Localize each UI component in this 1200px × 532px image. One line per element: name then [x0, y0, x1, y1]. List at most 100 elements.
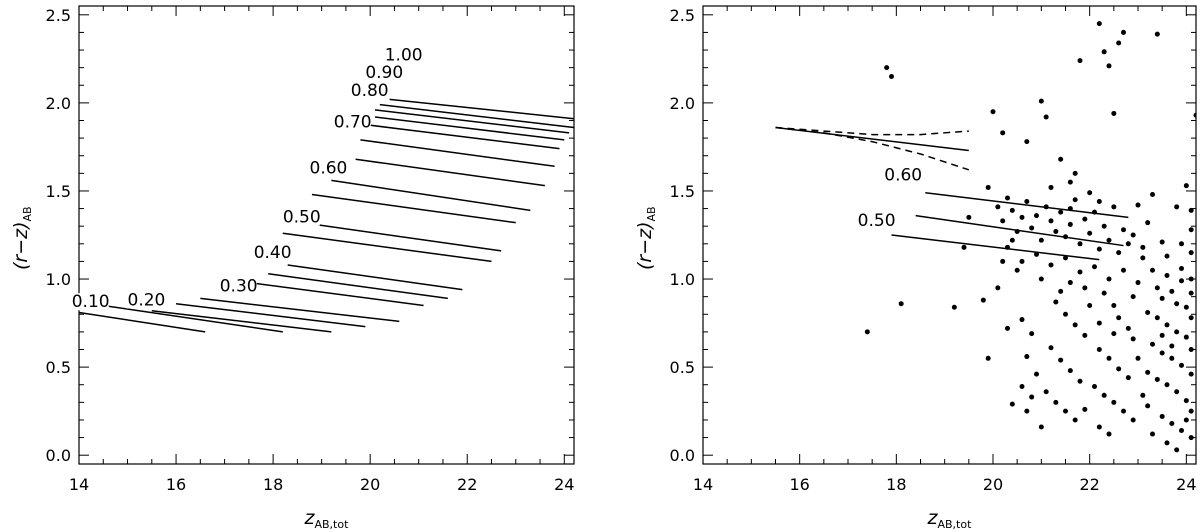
data-point — [1125, 375, 1131, 381]
data-point — [1024, 139, 1030, 145]
data-point — [1154, 285, 1160, 291]
data-point — [1116, 40, 1122, 46]
data-point — [1121, 267, 1126, 273]
data-point — [1188, 435, 1194, 441]
model-line — [331, 179, 531, 212]
data-point — [1188, 408, 1194, 414]
label-background — [126, 291, 165, 309]
label-background — [218, 277, 257, 295]
data-point — [1130, 336, 1136, 342]
data-point — [1077, 241, 1083, 247]
data-point — [1135, 202, 1141, 208]
model-line — [360, 123, 560, 150]
data-point — [1106, 431, 1112, 437]
data-point — [1077, 378, 1083, 384]
data-point — [1164, 322, 1170, 328]
data-point — [951, 304, 957, 310]
x-axis-label-main: z — [304, 507, 316, 529]
data-point — [1058, 156, 1064, 162]
data-point — [990, 109, 996, 115]
line-label: 0.50 — [858, 211, 896, 231]
data-point — [1063, 408, 1068, 414]
data-point — [1188, 347, 1194, 352]
data-point — [1077, 269, 1083, 275]
data-point — [1077, 58, 1083, 64]
data-point — [1058, 288, 1064, 294]
line-label: 0.20 — [128, 290, 166, 310]
data-point — [1116, 315, 1122, 321]
dashed-line — [775, 126, 969, 136]
data-point — [1169, 420, 1175, 426]
data-point — [1000, 258, 1006, 264]
y-tick-label: 2.5 — [670, 6, 695, 25]
data-point — [1159, 295, 1165, 301]
model-line — [151, 310, 332, 333]
x-axis-label: zAB,tot — [927, 507, 973, 531]
y-axis-label-sub: AB — [21, 206, 34, 221]
x-tick-label: 20 — [360, 475, 380, 494]
x-tick-label: 24 — [1176, 475, 1196, 494]
data-point — [1179, 241, 1184, 247]
data-point — [980, 297, 986, 303]
line-label: 0.60 — [310, 158, 348, 178]
data-point — [1179, 278, 1184, 284]
data-point — [1087, 190, 1093, 196]
y-tick-label: 1.0 — [670, 270, 695, 289]
data-point — [1009, 401, 1015, 407]
data-point — [1038, 98, 1044, 104]
model-line — [355, 158, 545, 187]
data-point — [1058, 357, 1064, 363]
model-line — [379, 103, 574, 129]
data-point — [1058, 209, 1064, 215]
data-point — [1183, 304, 1189, 310]
data-point — [1038, 276, 1044, 282]
data-point — [1135, 280, 1141, 286]
data-point — [1145, 310, 1151, 316]
data-point — [1111, 399, 1117, 405]
label-background — [252, 243, 291, 261]
x-axis-label-sub: AB,tot — [937, 518, 972, 531]
data-point — [1140, 392, 1146, 398]
data-point — [1063, 234, 1068, 240]
data-point — [1019, 258, 1025, 264]
label-background — [364, 64, 403, 82]
plot-area — [775, 21, 1196, 453]
y-tick-label: 0.5 — [670, 358, 695, 377]
data-point — [1111, 302, 1117, 308]
y-tick-label: 1.5 — [46, 182, 71, 201]
data-point — [1043, 204, 1049, 210]
data-point — [1150, 341, 1155, 347]
data-point — [985, 184, 991, 190]
label-background — [883, 166, 922, 184]
data-point — [1048, 345, 1054, 351]
line-label: 0.90 — [365, 63, 403, 83]
data-point — [1005, 195, 1010, 201]
data-point — [1188, 207, 1194, 213]
data-point — [1019, 214, 1025, 220]
data-point — [1150, 267, 1155, 273]
data-point — [1101, 290, 1107, 296]
line-label: 0.50 — [283, 208, 321, 228]
y-tick-label: 1.5 — [670, 182, 695, 201]
x-tick-label: 14 — [693, 475, 713, 494]
line-label: 0.40 — [254, 243, 292, 263]
data-point — [1106, 237, 1112, 243]
x-tick-label: 18 — [263, 475, 283, 494]
y-axis-label-main: (r−z) — [10, 221, 32, 270]
data-point — [1072, 417, 1078, 423]
data-point — [1150, 431, 1155, 437]
data-point — [1159, 239, 1165, 245]
data-point — [1116, 366, 1122, 372]
data-point — [1024, 408, 1030, 414]
model-line — [248, 281, 424, 307]
data-point — [1116, 250, 1122, 256]
data-point — [1188, 227, 1194, 233]
data-point — [1082, 406, 1088, 412]
plot-frame — [78, 5, 575, 465]
data-point — [1101, 49, 1107, 55]
line-label: 1.00 — [385, 46, 423, 66]
data-point — [1135, 355, 1141, 361]
model-line — [915, 214, 1124, 247]
chart-left: 14 16 18 20 22 24 0.0 0.5 1.0 1.5 2.0 2.5 zAB,tot (r−… — [10, 5, 575, 531]
data-point — [1188, 276, 1194, 282]
